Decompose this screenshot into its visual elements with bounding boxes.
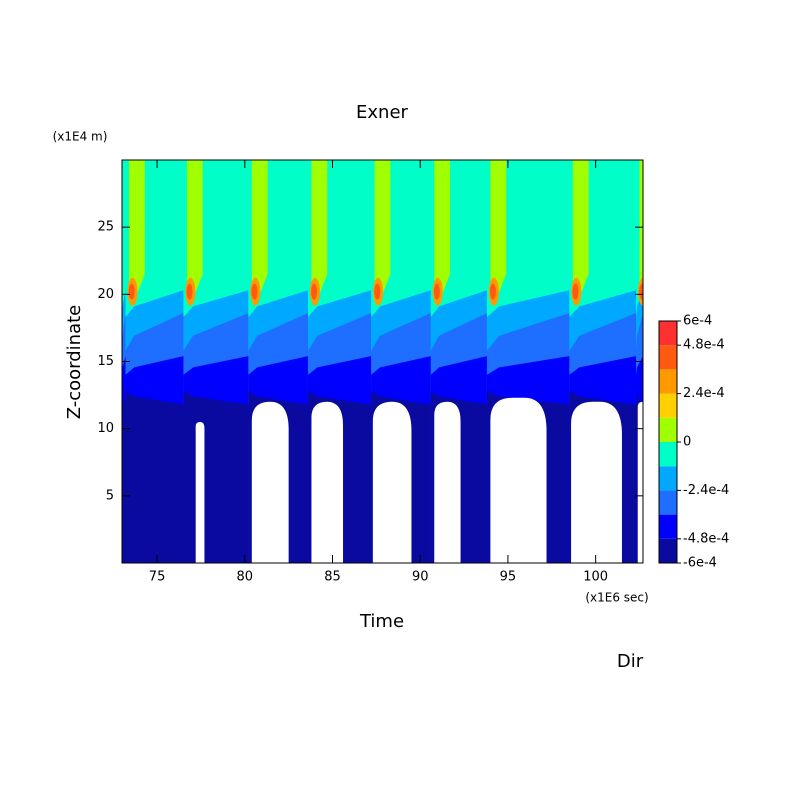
colorbar-band [659, 514, 677, 539]
contour-region [639, 283, 643, 300]
colorbar-band [659, 442, 677, 467]
footer-label: Dir [617, 651, 644, 672]
y-unit: (x1E4 m) [53, 130, 108, 144]
colorbar-label: 4.8e-4 [683, 338, 725, 353]
contour-region [433, 283, 440, 300]
colorbar-band [659, 393, 677, 418]
x-tick-label: 95 [500, 570, 517, 585]
contour-region [374, 160, 391, 302]
colorbar-band [659, 369, 677, 394]
colorbar-band [659, 538, 677, 563]
contour-region [374, 283, 381, 300]
undefined-region [434, 401, 461, 563]
undefined-region [195, 421, 205, 563]
x-tick-label: 90 [412, 570, 429, 585]
undefined-region [251, 401, 289, 563]
y-tick-label: 5 [106, 488, 114, 503]
contour-region [129, 160, 145, 302]
contour-region [186, 283, 193, 300]
colorbar-label: -6e-4 [683, 556, 717, 571]
undefined-region [490, 397, 547, 563]
colorbar-band [659, 345, 677, 370]
contour-region [251, 283, 258, 300]
contour-field [122, 160, 643, 563]
contour-region [311, 283, 318, 300]
colorbar-band [659, 321, 677, 346]
x-tick-label: 100 [583, 570, 608, 585]
x-tick-label: 85 [324, 570, 341, 585]
contour-region [128, 283, 135, 300]
contour-region [490, 160, 507, 302]
contour-region [639, 160, 643, 302]
y-axis-label: Z-coordinate [64, 305, 85, 420]
contour-region [122, 391, 126, 563]
contour-region [251, 160, 268, 302]
x-tick-label: 80 [237, 570, 254, 585]
y-tick-label: 20 [97, 287, 114, 302]
contour-region [183, 391, 249, 563]
contour-region [186, 160, 203, 302]
contour-region [572, 160, 589, 302]
colorbar-band [659, 417, 677, 442]
colorbar-label: 0 [683, 435, 691, 450]
contour-region [125, 391, 184, 563]
undefined-region [571, 401, 622, 563]
x-tick-label: 75 [149, 570, 166, 585]
undefined-region [372, 401, 412, 563]
colorbar-label: -4.8e-4 [683, 531, 729, 546]
colorbar-band [659, 466, 677, 491]
chart-title: Exner [356, 102, 409, 123]
y-tick-label: 25 [97, 220, 114, 235]
contour-region [572, 283, 579, 300]
contour-region [490, 283, 497, 300]
colorbar-label: -2.4e-4 [683, 483, 729, 498]
y-tick-label: 10 [97, 421, 114, 436]
colorbar-label: 6e-4 [683, 314, 712, 329]
undefined-region [637, 401, 643, 563]
colorbar-band [659, 490, 677, 515]
undefined-region [311, 401, 344, 563]
y-tick-label: 15 [97, 354, 114, 369]
contour-region [311, 160, 328, 302]
contour-region [434, 160, 451, 302]
x-unit: (x1E6 sec) [585, 591, 648, 605]
colorbar-label: 2.4e-4 [683, 386, 725, 401]
x-axis-label: Time [359, 611, 404, 632]
